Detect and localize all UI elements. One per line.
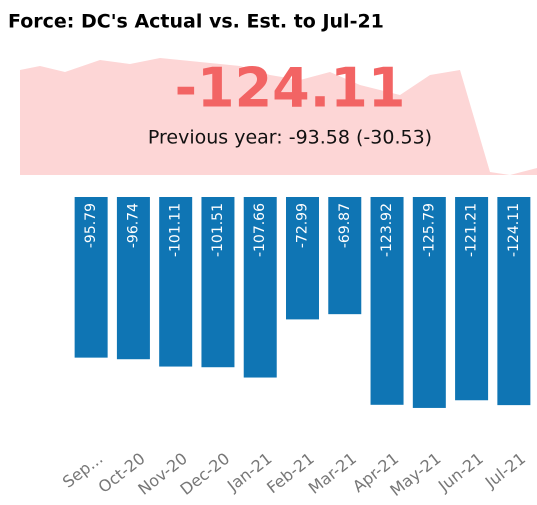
bar xyxy=(286,197,319,320)
data-label: -72.99 xyxy=(295,203,311,248)
kpi-value: -124.11 xyxy=(175,57,406,120)
bar xyxy=(74,197,108,358)
x-tick-label: Mar-21 xyxy=(305,449,360,498)
data-label: -123.92 xyxy=(379,203,395,257)
data-label: -101.11 xyxy=(168,203,184,257)
bar xyxy=(497,197,531,406)
bar xyxy=(243,197,277,378)
bar xyxy=(455,197,489,401)
chart-title: Force: DC's Actual vs. Est. to Jul-21 xyxy=(8,11,384,33)
bar xyxy=(328,197,362,315)
bar xyxy=(412,197,446,408)
bar xyxy=(201,197,235,368)
bar xyxy=(159,197,193,367)
data-label: -121.21 xyxy=(464,203,480,257)
data-label: -107.66 xyxy=(252,203,268,257)
data-label: -125.79 xyxy=(421,203,437,257)
data-label: -101.51 xyxy=(210,203,226,257)
x-tick-label: Jun-21 xyxy=(434,449,487,496)
bar xyxy=(116,197,150,360)
data-label: -69.87 xyxy=(337,203,353,248)
data-label: -95.79 xyxy=(83,203,99,248)
bar xyxy=(370,197,404,405)
data-label: -124.11 xyxy=(506,203,522,257)
kpi-comparison: Previous year: -93.58 (-30.53) xyxy=(148,127,432,149)
sparkline-area xyxy=(20,58,537,175)
x-tick-label: Jul-21 xyxy=(481,449,529,493)
data-label: -96.74 xyxy=(125,203,141,248)
